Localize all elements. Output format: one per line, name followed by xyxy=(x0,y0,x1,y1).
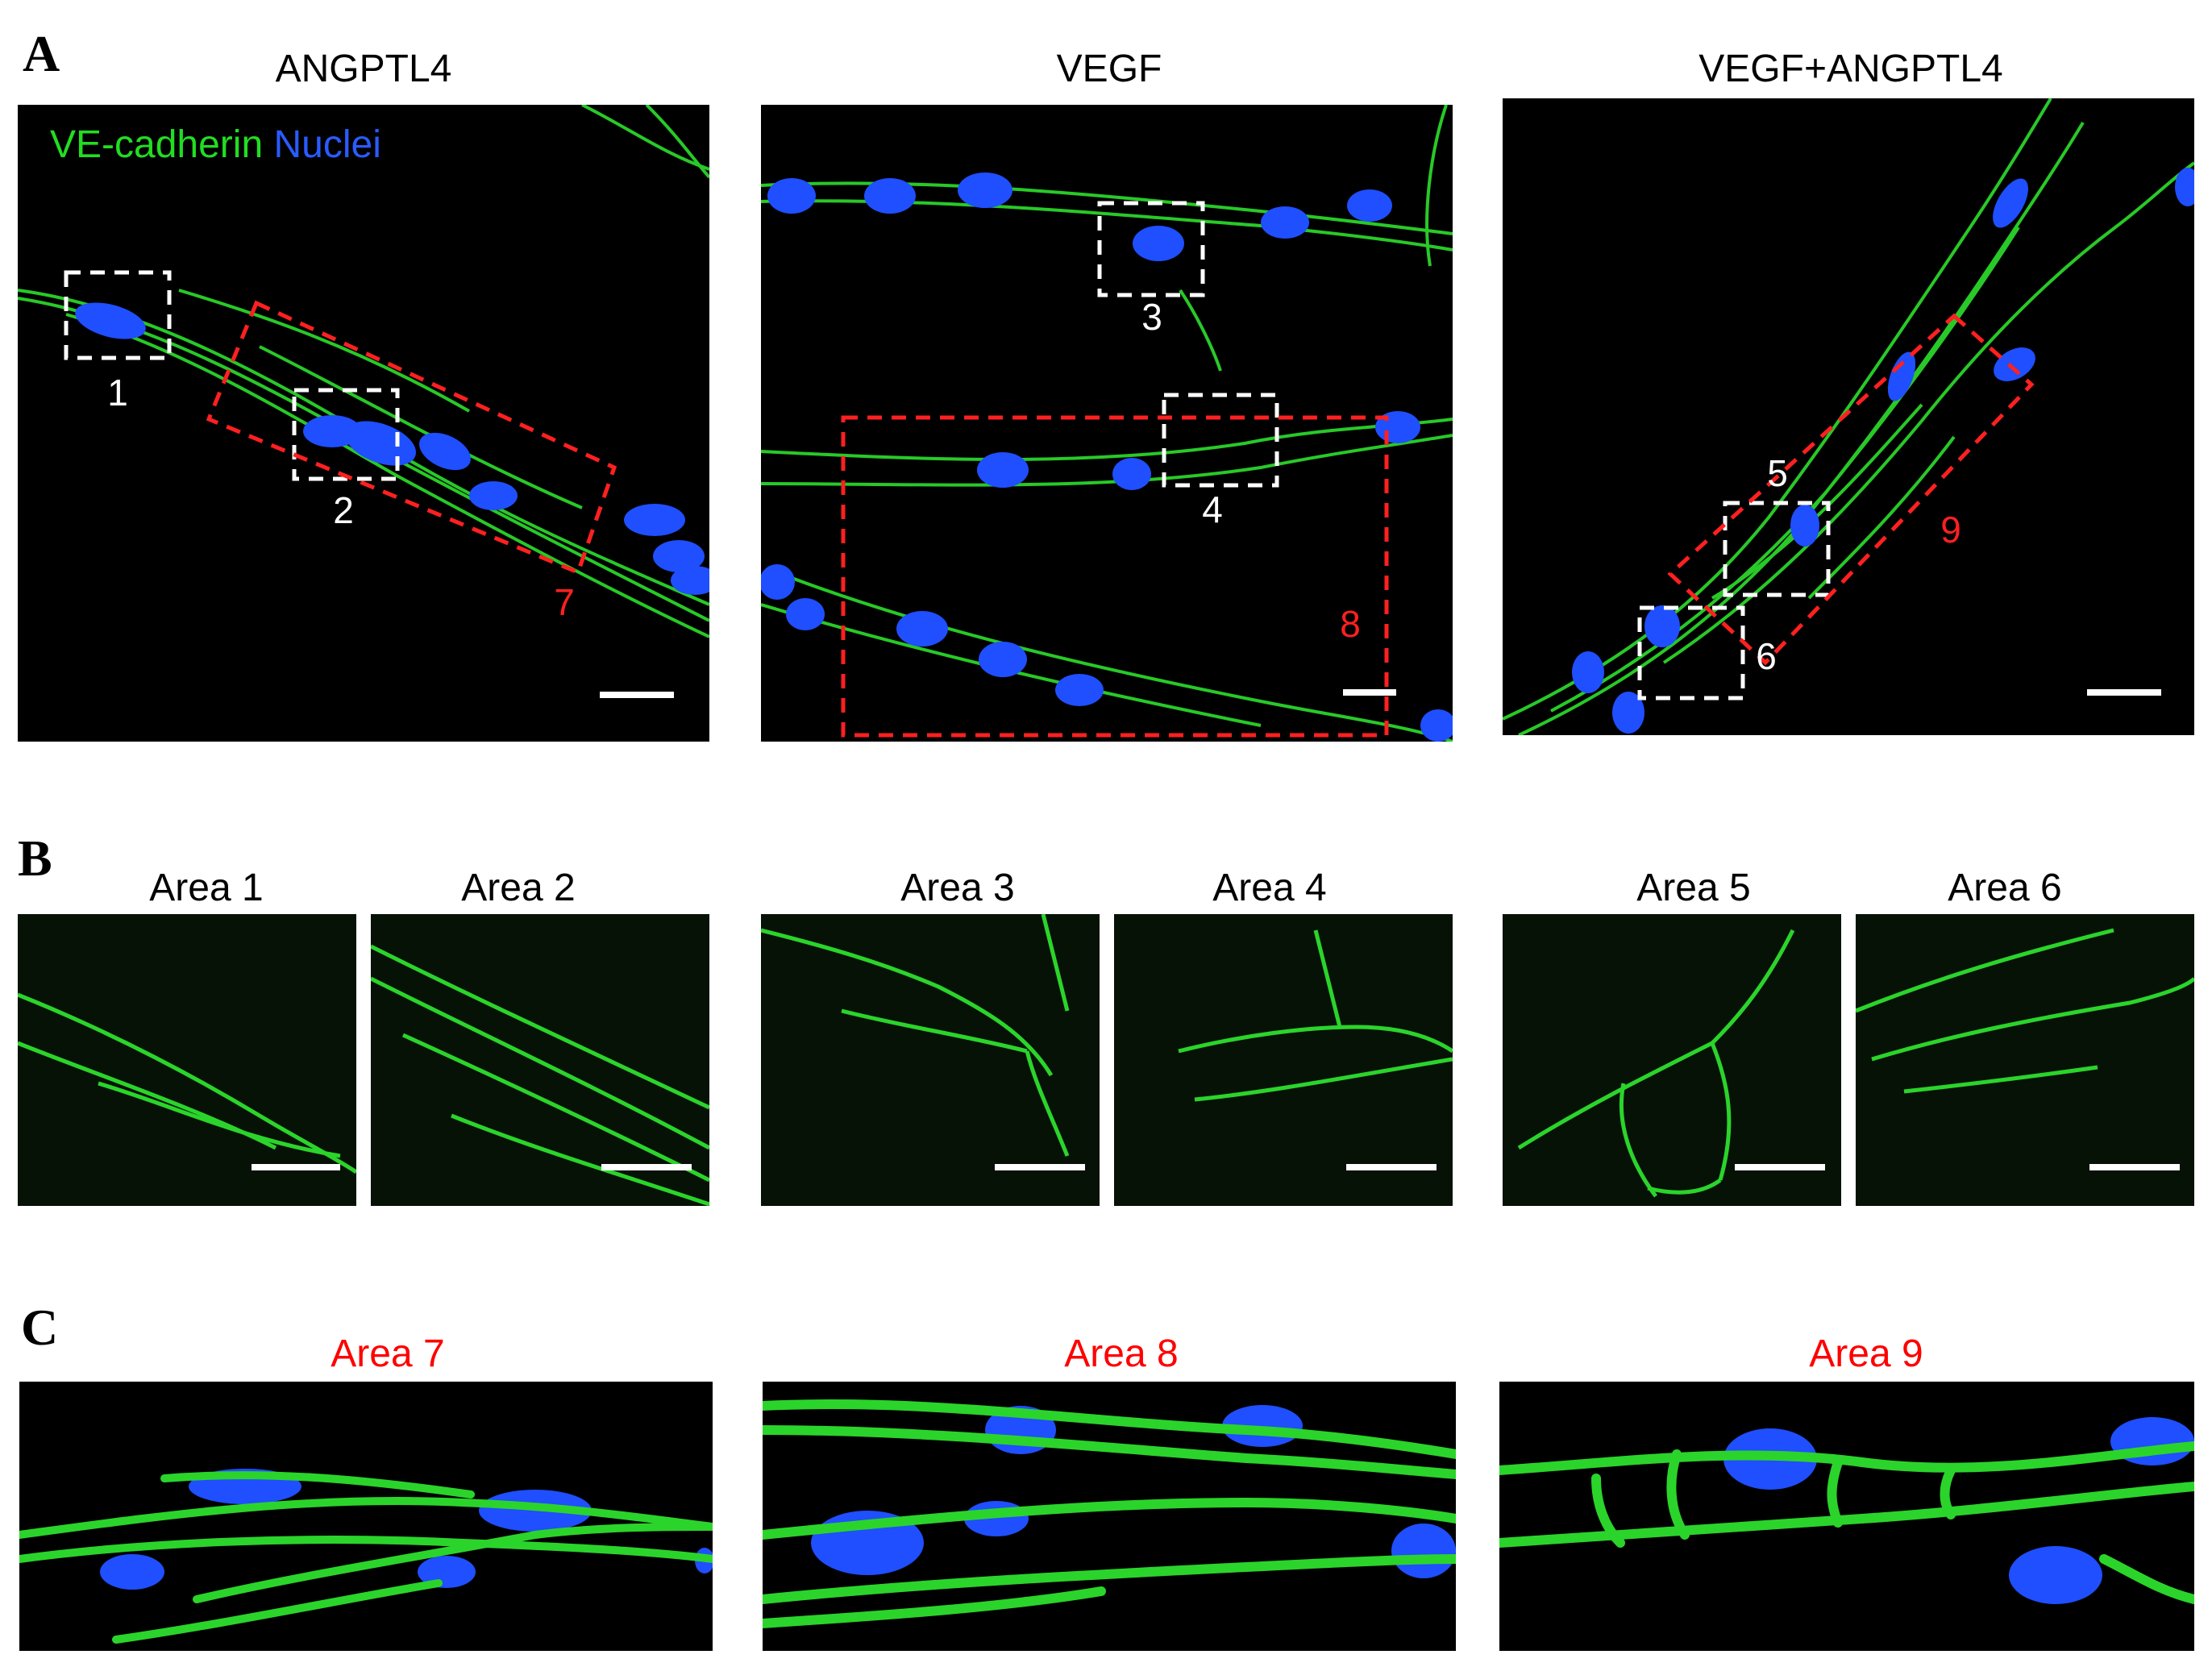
scale-bar xyxy=(2087,689,2161,696)
zoom-image xyxy=(371,944,709,1206)
box-area-1 xyxy=(64,270,172,360)
title-area-4: Area 4 xyxy=(1212,867,1327,909)
panel-letter-a: A xyxy=(23,25,60,82)
label-4: 4 xyxy=(1202,488,1223,530)
title-area-3: Area 3 xyxy=(900,867,1015,909)
render-image xyxy=(19,1469,713,1644)
panel-letter-c: C xyxy=(21,1299,59,1356)
title-area-5: Area 5 xyxy=(1636,867,1751,909)
title-area-9: Area 9 xyxy=(1809,1332,1923,1375)
label-6: 6 xyxy=(1756,635,1777,677)
box-area-6 xyxy=(1637,605,1745,700)
zoom-area-5 xyxy=(1503,914,1841,1206)
label-2: 2 xyxy=(333,489,354,531)
label-7: 7 xyxy=(554,581,575,623)
zoom-image xyxy=(18,992,356,1174)
legend: VE-cadherin Nuclei xyxy=(50,123,381,167)
label-3: 3 xyxy=(1141,296,1162,338)
title-angptl4: ANGPTL4 xyxy=(275,48,452,90)
title-area-7: Area 7 xyxy=(331,1332,445,1375)
box-area-7 xyxy=(206,300,617,576)
legend-nuclei: Nuclei xyxy=(273,123,381,166)
scale-bar xyxy=(601,1164,692,1170)
scale-bar xyxy=(600,692,674,698)
vessel-image xyxy=(761,105,1453,742)
title-vegf: VEGF xyxy=(1056,48,1162,90)
box-area-2 xyxy=(292,388,400,481)
box-area-8 xyxy=(841,415,1389,738)
label-1: 1 xyxy=(107,372,128,414)
zoom-image xyxy=(761,914,1070,1157)
scale-bar xyxy=(252,1164,340,1170)
title-area-8: Area 8 xyxy=(1064,1332,1179,1375)
label-5: 5 xyxy=(1767,452,1788,494)
render-area-8 xyxy=(763,1382,1456,1651)
render-area-9 xyxy=(1499,1382,2194,1651)
zoom-area-6 xyxy=(1856,914,2194,1206)
title-area-2: Area 2 xyxy=(461,867,576,909)
micrograph-vegf-angptl4: 5 6 9 xyxy=(1503,98,2194,735)
scale-bar xyxy=(2089,1164,2180,1170)
box-area-5 xyxy=(1723,501,1831,597)
scale-bar xyxy=(1346,1164,1437,1170)
micrograph-angptl4: VE-cadherin Nuclei 1 2 7 xyxy=(18,105,709,742)
scale-bar xyxy=(1735,1164,1825,1170)
zoom-area-2 xyxy=(371,914,709,1206)
zoom-image xyxy=(1856,928,2194,1094)
zoom-image xyxy=(1178,929,1453,1102)
zoom-area-4 xyxy=(1114,914,1453,1206)
box-area-4 xyxy=(1162,393,1279,488)
box-area-3 xyxy=(1097,201,1205,297)
render-image xyxy=(763,1399,1456,1628)
box-area-9 xyxy=(1667,313,2035,666)
render-image xyxy=(1499,1417,2194,1604)
scale-bar xyxy=(995,1164,1085,1170)
legend-vecadherin: VE-cadherin xyxy=(50,123,264,166)
label-9: 9 xyxy=(1940,509,1961,551)
scale-bar xyxy=(1343,689,1396,696)
render-area-7 xyxy=(19,1382,713,1651)
vessel-image xyxy=(1503,98,2194,735)
title-vegf-angptl4: VEGF+ANGPTL4 xyxy=(1698,48,2003,90)
zoom-image xyxy=(1517,929,1795,1198)
vessel-image xyxy=(18,105,709,638)
title-area-1: Area 1 xyxy=(149,867,264,909)
zoom-area-3 xyxy=(761,914,1100,1206)
panel-letter-b: B xyxy=(18,829,52,887)
micrograph-vegf: 3 4 8 xyxy=(761,105,1453,742)
title-area-6: Area 6 xyxy=(1948,867,2062,909)
label-8: 8 xyxy=(1340,603,1361,645)
zoom-area-1 xyxy=(18,914,356,1206)
